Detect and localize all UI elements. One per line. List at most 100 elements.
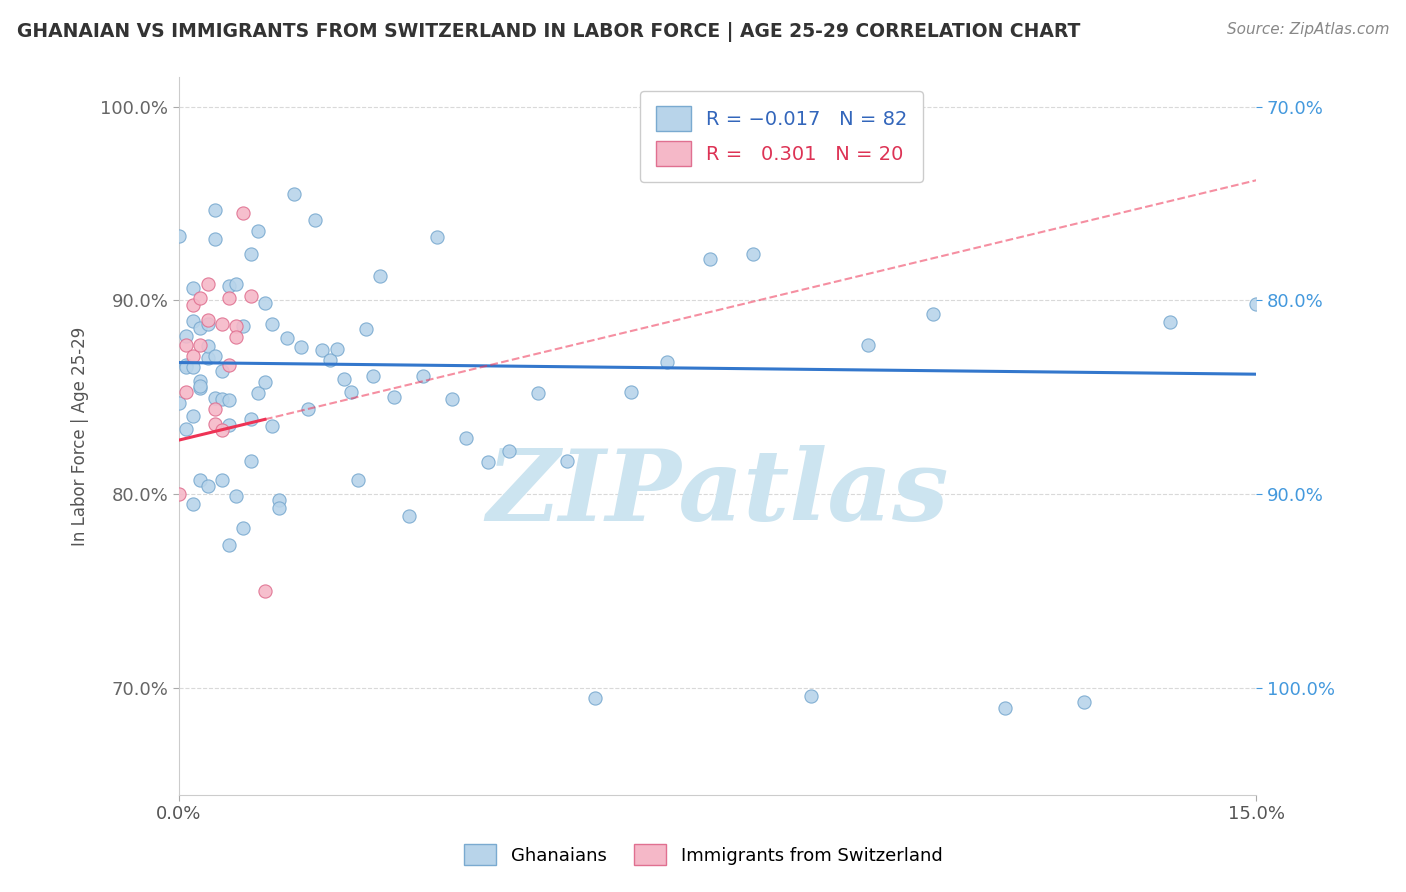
Point xyxy=(197,351,219,365)
Point xyxy=(232,205,254,219)
Point xyxy=(1246,297,1268,311)
Point xyxy=(167,487,190,501)
Point xyxy=(197,479,219,493)
Point xyxy=(304,212,326,227)
Point xyxy=(211,424,233,438)
Point xyxy=(181,350,204,364)
Point xyxy=(800,689,823,703)
Point xyxy=(204,417,226,432)
Point xyxy=(382,390,405,404)
Point xyxy=(239,454,262,468)
Point xyxy=(742,247,765,261)
Point xyxy=(253,375,276,389)
Point xyxy=(398,509,420,524)
Point xyxy=(262,317,284,331)
Point xyxy=(1073,695,1095,709)
Point xyxy=(297,401,319,416)
Point xyxy=(333,371,356,385)
Text: GHANAIAN VS IMMIGRANTS FROM SWITZERLAND IN LABOR FORCE | AGE 25-29 CORRELATION C: GHANAIAN VS IMMIGRANTS FROM SWITZERLAND … xyxy=(17,22,1080,42)
Point xyxy=(188,473,211,487)
Point xyxy=(181,297,204,311)
Point xyxy=(283,186,305,201)
Point xyxy=(368,268,391,283)
Point xyxy=(239,289,262,303)
Point xyxy=(239,412,262,426)
Point xyxy=(412,369,434,384)
Point xyxy=(211,392,233,406)
Point xyxy=(527,385,550,400)
Point xyxy=(290,340,312,354)
Point xyxy=(204,203,226,218)
Point xyxy=(188,381,211,395)
Point xyxy=(922,308,945,322)
Point xyxy=(239,247,262,261)
Point xyxy=(232,319,254,334)
Point xyxy=(1159,315,1181,329)
Legend: R = −0.017   N = 82, R =   0.301   N = 20: R = −0.017 N = 82, R = 0.301 N = 20 xyxy=(640,91,924,182)
Point xyxy=(218,392,240,407)
Point xyxy=(225,330,247,344)
Point xyxy=(311,343,333,357)
Point xyxy=(269,493,291,508)
Point xyxy=(858,338,880,352)
Point xyxy=(211,318,233,332)
Point xyxy=(181,497,204,511)
Point xyxy=(225,489,247,503)
Point xyxy=(218,538,240,552)
Point xyxy=(167,396,190,410)
Point xyxy=(326,342,349,356)
Point xyxy=(276,331,298,345)
Point xyxy=(181,314,204,328)
Point xyxy=(225,277,247,292)
Point xyxy=(699,252,721,266)
Point xyxy=(204,349,226,363)
Point xyxy=(253,295,276,310)
Point xyxy=(211,473,233,487)
Point xyxy=(246,386,269,401)
Text: Source: ZipAtlas.com: Source: ZipAtlas.com xyxy=(1226,22,1389,37)
Point xyxy=(262,419,284,434)
Point xyxy=(181,281,204,295)
Point xyxy=(204,402,226,417)
Point xyxy=(232,521,254,535)
Point xyxy=(225,318,247,333)
Point xyxy=(174,358,197,372)
Text: ZIPatlas: ZIPatlas xyxy=(486,445,949,542)
Point xyxy=(246,224,269,238)
Point xyxy=(426,230,449,244)
Point xyxy=(354,322,377,336)
Point xyxy=(477,455,499,469)
Point xyxy=(197,318,219,332)
Point xyxy=(583,691,606,706)
Point xyxy=(218,418,240,433)
Point xyxy=(197,339,219,353)
Y-axis label: In Labor Force | Age 25-29: In Labor Force | Age 25-29 xyxy=(72,326,89,546)
Point xyxy=(253,584,276,599)
Point xyxy=(174,384,197,399)
Point xyxy=(211,364,233,378)
Point xyxy=(188,338,211,352)
Point xyxy=(440,392,463,406)
Point xyxy=(269,500,291,515)
Point xyxy=(340,385,363,400)
Point xyxy=(456,431,478,445)
Point xyxy=(620,384,643,399)
Point xyxy=(188,321,211,335)
Point xyxy=(657,354,679,368)
Point xyxy=(218,358,240,372)
Point xyxy=(204,232,226,246)
Point xyxy=(994,700,1017,714)
Point xyxy=(318,353,340,368)
Point xyxy=(174,338,197,352)
Point xyxy=(188,291,211,305)
Legend: Ghanaians, Immigrants from Switzerland: Ghanaians, Immigrants from Switzerland xyxy=(457,837,949,872)
Point xyxy=(181,409,204,423)
Point xyxy=(498,443,520,458)
Point xyxy=(188,374,211,388)
Point xyxy=(361,368,384,383)
Point xyxy=(347,473,370,487)
Point xyxy=(197,277,219,291)
Point xyxy=(181,360,204,375)
Point xyxy=(174,421,197,435)
Point xyxy=(188,379,211,393)
